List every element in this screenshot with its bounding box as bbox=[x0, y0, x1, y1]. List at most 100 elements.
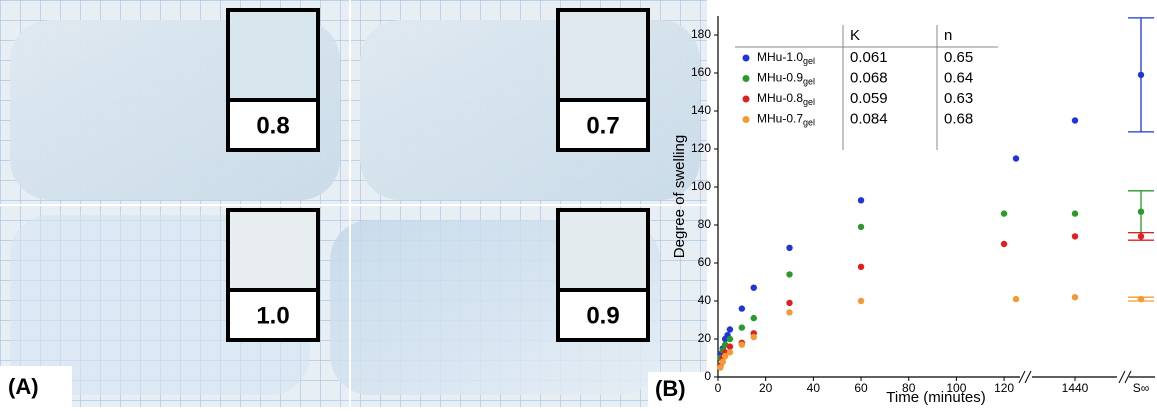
y-tick-label: 140 bbox=[691, 103, 711, 117]
label-bg bbox=[0, 366, 72, 407]
legend-marker bbox=[742, 75, 750, 82]
data-point bbox=[721, 352, 729, 360]
insets: 0.8 0.7 1.0 0.9 bbox=[226, 8, 650, 342]
data-point bbox=[1071, 233, 1079, 240]
x-tick-label: 60 bbox=[854, 381, 868, 395]
data-point bbox=[1071, 117, 1079, 124]
data-point bbox=[750, 333, 757, 341]
k-value: 0.084 bbox=[850, 110, 888, 127]
legend-marker bbox=[742, 54, 750, 62]
legend-name: MHu-0.9 bbox=[757, 71, 803, 85]
n-value: 0.63 bbox=[944, 90, 973, 107]
axis-break bbox=[1118, 370, 1126, 384]
data-point bbox=[1012, 295, 1020, 303]
x-tick-label: 80 bbox=[902, 381, 916, 395]
panel-label: (A) bbox=[8, 374, 39, 399]
inset-label-box bbox=[556, 288, 650, 342]
legend-name: MHu-1.0 bbox=[757, 50, 803, 64]
table-header: K bbox=[850, 27, 860, 44]
equilibrium-point bbox=[1137, 295, 1145, 303]
data-point bbox=[786, 271, 793, 278]
data-point bbox=[738, 341, 746, 348]
data-point bbox=[738, 324, 746, 331]
data-point bbox=[726, 343, 734, 350]
axis-break bbox=[1124, 370, 1132, 384]
x-tick-label: 120 bbox=[994, 381, 1014, 395]
legend-label: MHu-1.0gel bbox=[757, 50, 815, 66]
data-point bbox=[857, 197, 865, 204]
y-tick-label: 20 bbox=[698, 331, 712, 345]
y-tick-label: 120 bbox=[691, 141, 711, 155]
data-point bbox=[1071, 294, 1079, 301]
data-point bbox=[738, 305, 746, 312]
x-tick-label: 100 bbox=[946, 381, 966, 395]
inset-label-box bbox=[556, 98, 650, 152]
y-tick-label: 100 bbox=[691, 179, 711, 193]
data-point bbox=[1012, 155, 1020, 162]
y-tick-label: 0 bbox=[704, 369, 711, 383]
legend-label: MHu-0.7gel bbox=[757, 112, 815, 128]
x-tick-label: 40 bbox=[807, 381, 821, 395]
k-value: 0.059 bbox=[850, 90, 888, 107]
data-point bbox=[726, 335, 734, 343]
y-tick-label: 180 bbox=[691, 27, 711, 41]
legend-subscript: gel bbox=[803, 56, 815, 66]
legend-name: MHu-0.7 bbox=[757, 112, 803, 126]
data-point bbox=[1000, 240, 1008, 248]
legend-subscript: gel bbox=[803, 118, 815, 128]
axis-break bbox=[1018, 370, 1026, 384]
x-tick-label: 0 bbox=[715, 381, 722, 395]
data-point bbox=[750, 314, 757, 322]
photos: 0.8 0.7 1.0 0.9 (A) bbox=[0, 0, 707, 407]
equilibrium-point bbox=[1137, 233, 1145, 240]
y-axis-title: Degree of swelling bbox=[671, 135, 688, 258]
data-point bbox=[750, 284, 757, 291]
data-point bbox=[857, 297, 865, 305]
inset-label-box bbox=[226, 288, 320, 342]
legend-subscript: gel bbox=[803, 77, 815, 87]
axis-break bbox=[1024, 370, 1032, 384]
y-tick-label: 80 bbox=[698, 217, 712, 231]
chart-bg bbox=[707, 0, 1157, 407]
equilibrium-point bbox=[1137, 208, 1145, 215]
x-tick-label: 20 bbox=[759, 381, 773, 395]
data-point bbox=[719, 358, 726, 365]
inset-image bbox=[556, 208, 650, 292]
n-value: 0.65 bbox=[944, 49, 973, 66]
legend-marker bbox=[742, 95, 750, 103]
x-tick-label: 1440 bbox=[1062, 381, 1089, 395]
photo-label: 1.0 bbox=[256, 302, 289, 329]
data-point bbox=[786, 299, 793, 307]
inset-label-box bbox=[226, 98, 320, 152]
legend-name: MHu-0.8 bbox=[757, 91, 803, 105]
inset-image bbox=[556, 8, 650, 102]
legend-label: MHu-0.9gel bbox=[757, 71, 815, 87]
k-value: 0.068 bbox=[850, 69, 888, 86]
data-point bbox=[857, 263, 865, 270]
y-tick-label: 160 bbox=[691, 65, 711, 79]
photo-label: 0.9 bbox=[586, 302, 619, 329]
inset-image bbox=[226, 8, 320, 102]
legend-marker bbox=[742, 116, 750, 123]
panel-label: (B) bbox=[655, 376, 686, 401]
k-value: 0.061 bbox=[850, 49, 888, 66]
equilibrium-point bbox=[1137, 71, 1145, 79]
legend-label: MHu-0.8gel bbox=[757, 91, 815, 107]
y-tick-label: 40 bbox=[698, 293, 712, 307]
photo-label: 0.7 bbox=[586, 112, 619, 139]
data-point bbox=[1071, 210, 1079, 217]
n-value: 0.68 bbox=[944, 110, 973, 127]
x-axis-title: Time (minutes) bbox=[886, 389, 985, 406]
data-point bbox=[726, 349, 734, 356]
y-tick-label: 60 bbox=[698, 255, 712, 269]
n-value: 0.64 bbox=[944, 69, 973, 86]
data-point bbox=[857, 223, 865, 231]
data-point bbox=[786, 309, 793, 316]
data-point bbox=[1000, 210, 1008, 217]
table-header: n bbox=[944, 27, 952, 44]
data-point bbox=[726, 326, 734, 333]
legend-subscript: gel bbox=[803, 97, 815, 107]
photo-label: 0.8 bbox=[256, 112, 289, 139]
